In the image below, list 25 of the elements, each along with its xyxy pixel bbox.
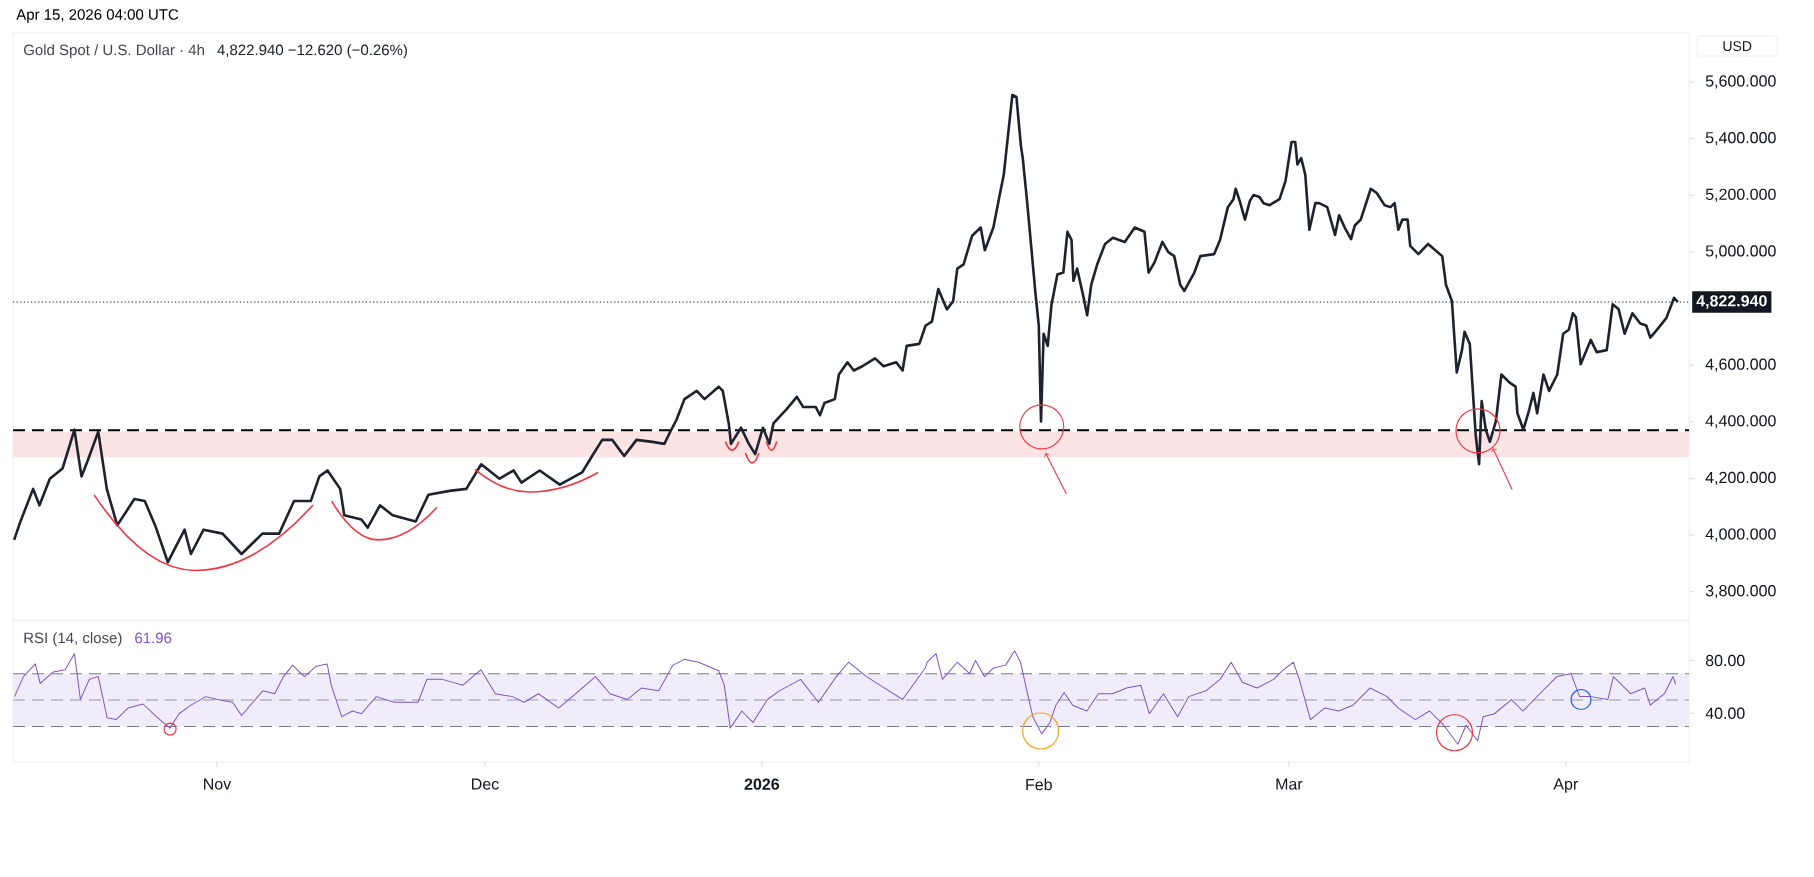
text: 61.96 [135, 632, 172, 644]
y-tick-label: 40.00 [1705, 707, 1745, 719]
y-tick-label: 5,400.000 [1705, 132, 1776, 146]
text: RSI (14, close) [24, 632, 122, 647]
y-axis-title: USD [1723, 41, 1752, 52]
y-tick-label: 4,000.000 [1705, 528, 1776, 542]
y-tick-label: 3,800.000 [1705, 585, 1776, 599]
line-series [14, 650, 1677, 745]
y-tick-label: 5,600.000 [1705, 75, 1776, 89]
x-tick-label: 2026 [744, 778, 780, 790]
text: Apr 15, 2026 04:00 UTC [16, 9, 179, 23]
x-tick-label: Feb [1026, 778, 1052, 791]
y-tick-label: 4,200.000 [1705, 471, 1776, 485]
y-tick-label: 80.00 [1705, 654, 1745, 667]
x-tick-label: Apr [1553, 778, 1578, 793]
text: Gold Spot / U.S. Dollar · 4h [23, 44, 204, 59]
x-tick-label: Mar [1276, 778, 1303, 790]
y-tick-label: 5,200.000 [1705, 188, 1776, 202]
y-tick-label: 4,400.000 [1705, 415, 1776, 429]
y-tick-label: 5,000.000 [1705, 245, 1776, 259]
ref-line-label: 4,822.940 [1696, 295, 1767, 309]
x-tick-label: Nov [204, 778, 232, 790]
x-tick-label: Dec [472, 778, 499, 790]
text: 4,822.940 −12.620 (−0.26%) [217, 44, 407, 59]
y-tick-label: 4,600.000 [1705, 358, 1776, 372]
